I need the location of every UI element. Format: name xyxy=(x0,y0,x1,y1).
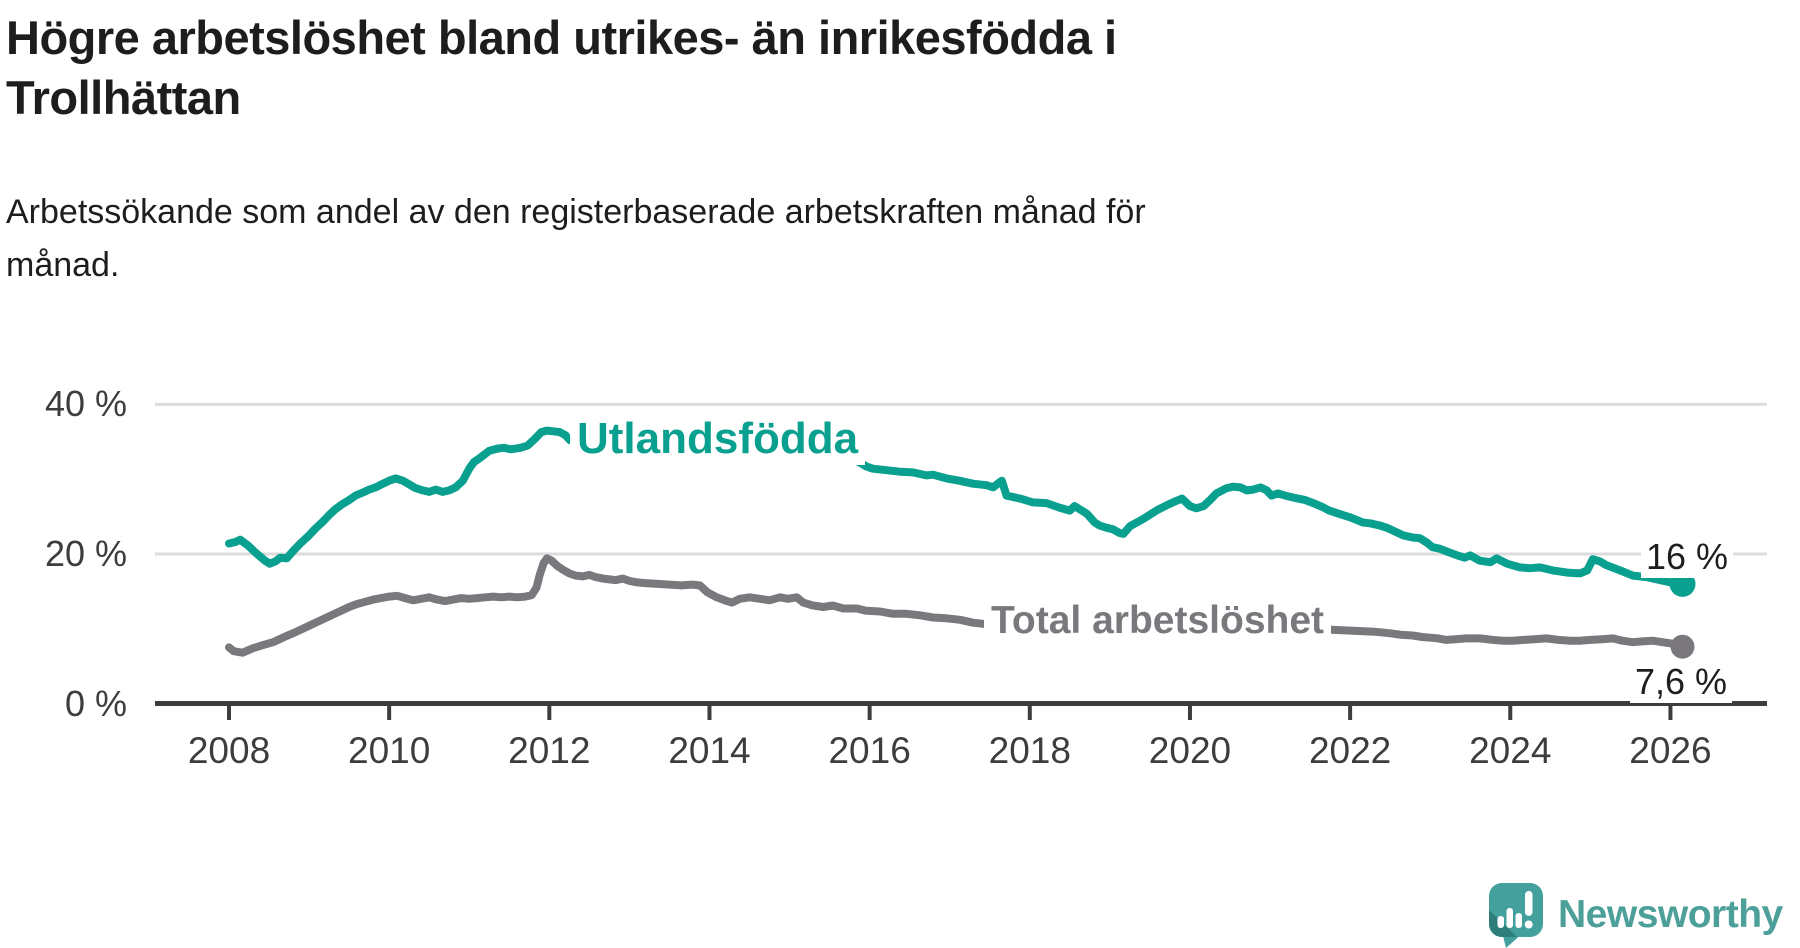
series-label-total-arbetsloshet: Total arbetslöshet xyxy=(984,598,1332,644)
x-tick-label-2026: 2026 xyxy=(1629,730,1712,771)
x-tick-label-2016: 2016 xyxy=(828,730,911,771)
x-tick-label-2010: 2010 xyxy=(348,730,431,771)
end-value-label-utlandsfodda: 16 % xyxy=(1641,536,1734,578)
subtitle-line-1: Arbetssökande som andel av den registerb… xyxy=(6,193,1146,231)
subtitle-line-2: månad. xyxy=(6,246,120,284)
page-subtitle: Arbetssökande som andel av den registerb… xyxy=(6,186,1146,292)
title-line-2: Trollhättan xyxy=(6,71,241,124)
newsworthy-icon xyxy=(1489,883,1543,948)
newsworthy-wordmark: Newsworthy xyxy=(1558,893,1783,936)
x-tick-label-2008: 2008 xyxy=(187,730,271,771)
end-value-label-total: 7,6 % xyxy=(1630,661,1733,703)
x-tick-label-2018: 2018 xyxy=(988,730,1071,771)
y-tick-label-40: 40 % xyxy=(44,383,127,425)
series-label-utlandsfodda: Utlandsfödda xyxy=(570,413,866,465)
x-tick-label-2012: 2012 xyxy=(508,730,591,771)
title-line-1: Högre arbetslöshet bland utrikes- än inr… xyxy=(6,11,1117,64)
page-title: Högre arbetslöshet bland utrikes- än inr… xyxy=(6,8,1117,128)
x-tick-label-2024: 2024 xyxy=(1469,730,1552,771)
y-tick-label-20: 20 % xyxy=(44,532,127,574)
newsworthy-branding: Newsworthy xyxy=(1488,882,1783,948)
end-dot-total xyxy=(1670,634,1695,659)
series-line-total xyxy=(225,554,1687,657)
x-tick-label-2022: 2022 xyxy=(1308,730,1392,771)
x-tick-label-2020: 2020 xyxy=(1148,730,1232,771)
x-tick-label-2014: 2014 xyxy=(668,730,751,771)
y-tick-label-0: 0 % xyxy=(64,682,127,724)
series-line-utlandsfodda xyxy=(225,426,1687,588)
